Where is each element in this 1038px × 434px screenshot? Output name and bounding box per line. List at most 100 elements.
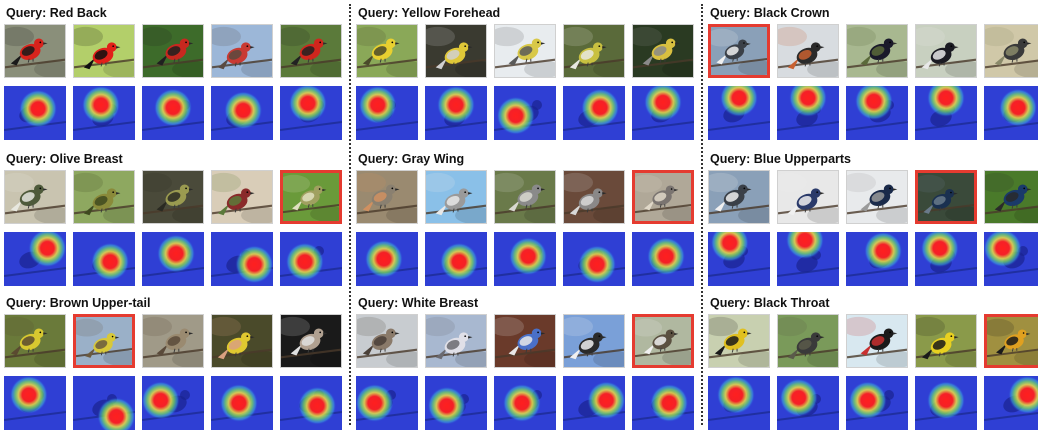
bird-photo [847,171,907,223]
attention-heatmap [494,376,556,430]
attention-heatmap [425,232,487,286]
bird-photo [778,315,838,367]
retrieved-image-highlighted [984,314,1038,368]
heatmap-overlay [777,232,839,286]
bird-photo [143,315,203,367]
bird-photo [711,27,767,75]
bird-photo [281,25,341,77]
attention-heatmap [280,232,342,286]
bird-photo [5,25,65,77]
bird-photo [495,25,555,77]
attention-heatmap [142,232,204,286]
query-title: Query: Yellow Forehead [358,6,501,20]
heatmap-overlay [211,376,273,430]
attention-heatmap [356,232,418,286]
retrieved-image [4,314,66,368]
heatmap-overlay [494,232,556,286]
figure-column: Query: Black Crown Query: Blue Upperparts… [708,0,1038,430]
heatmap-overlay [73,232,135,286]
retrieved-image [73,24,135,78]
heatmap-overlay [356,86,418,140]
retrieved-image [494,314,556,368]
query-title: Query: White Breast [358,296,479,310]
query-block: Query: White Breast [356,294,694,434]
heatmap-overlay [708,86,770,140]
query-title: Query: Brown Upper-tail [6,296,151,310]
retrieved-image [4,24,66,78]
heatmap-overlay [632,232,694,286]
attention-heatmap [915,232,977,286]
retrieved-image [984,170,1038,224]
attention-heatmap [632,232,694,286]
retrieved-image [632,24,694,78]
attention-heatmap [280,376,342,430]
attention-heatmap [73,86,135,140]
retrieved-image [915,314,977,368]
attention-heatmap [4,86,66,140]
bird-photo [987,317,1038,365]
attention-heatmap [563,376,625,430]
retrieved-image [356,170,418,224]
heatmap-overlay [142,86,204,140]
bird-photo [847,25,907,77]
heatmap-overlay [846,376,908,430]
attention-heatmap [142,86,204,140]
bird-photo [778,171,838,223]
retrieved-image [425,24,487,78]
bird-photo [76,317,132,365]
attention-heatmap [632,86,694,140]
retrieved-image [708,314,770,368]
retrieved-image [846,170,908,224]
column-divider [701,4,703,425]
attention-heatmap [425,86,487,140]
attention-heatmap [984,376,1038,430]
retrieved-image-highlighted [708,24,770,78]
attention-heatmap [356,376,418,430]
heatmap-overlay [915,376,977,430]
attention-heatmap [777,86,839,140]
attention-heatmap [915,376,977,430]
heatmap-overlay [425,376,487,430]
attention-heatmap [915,86,977,140]
attention-heatmap [211,376,273,430]
heatmap-overlay [494,86,556,140]
bird-photo [985,25,1038,77]
attention-heatmap [211,232,273,286]
retrieved-image [984,24,1038,78]
retrieved-image [73,170,135,224]
bird-photo [916,25,976,77]
heatmap-overlay [984,86,1038,140]
bird-photo [281,315,341,367]
heatmap-overlay [73,376,135,430]
query-title: Query: Olive Breast [6,152,123,166]
column-divider [349,4,351,425]
retrieved-image-highlighted [73,314,135,368]
bird-photo [5,315,65,367]
heatmap-overlay [425,86,487,140]
bird-photo [918,173,974,221]
heatmap-overlay [984,376,1038,430]
retrieved-image [777,24,839,78]
query-block: Query: Black Throat [708,294,1038,434]
heatmap-overlay [356,376,418,430]
heatmap-overlay [142,376,204,430]
bird-photo [426,25,486,77]
retrieved-image-highlighted [632,314,694,368]
attention-heatmap [846,232,908,286]
figure-column: Query: Yellow Forehead Query: Gray Wing Qu… [356,0,694,430]
bird-photo [633,25,693,77]
heatmap-overlay [425,232,487,286]
retrieved-image [425,314,487,368]
attention-heatmap [777,376,839,430]
attention-heatmap [211,86,273,140]
bird-photo [495,171,555,223]
bird-photo [564,25,624,77]
bird-photo [564,171,624,223]
bird-photo [212,315,272,367]
bird-photo [778,25,838,77]
bird-photo [847,315,907,367]
heatmap-overlay [356,232,418,286]
retrieved-image [211,24,273,78]
bird-photo [5,171,65,223]
retrieved-image [777,314,839,368]
